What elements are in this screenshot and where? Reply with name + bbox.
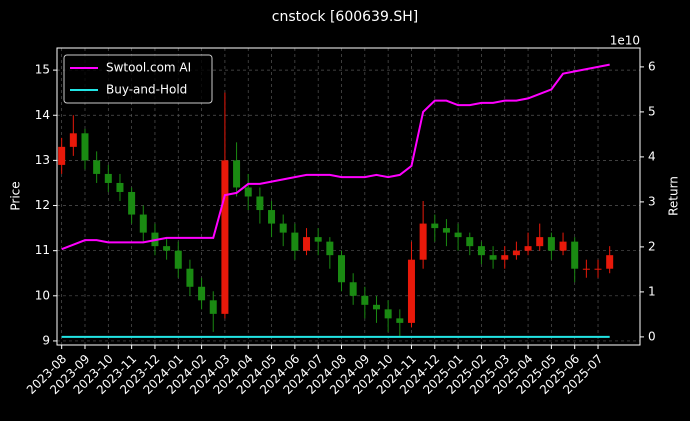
candle-body xyxy=(139,214,147,233)
candle-body xyxy=(431,223,439,229)
candle-body xyxy=(547,237,555,251)
candle-body xyxy=(384,309,392,319)
candle-body xyxy=(174,250,182,269)
y2-tick-label: 0 xyxy=(648,329,656,343)
candle-body xyxy=(559,241,567,251)
candle-body xyxy=(69,133,77,147)
candle-body xyxy=(477,246,485,256)
candle-body xyxy=(524,246,532,251)
y2-tick-label: 3 xyxy=(648,194,656,208)
y-tick-label: 10 xyxy=(35,288,50,302)
legend-box xyxy=(63,54,213,104)
y2-tick-label: 1 xyxy=(648,284,656,298)
candle-body xyxy=(571,241,579,269)
candle-body xyxy=(221,160,229,314)
plot-frame xyxy=(56,47,641,346)
y-tick-label: 14 xyxy=(35,108,50,122)
candle-body xyxy=(163,246,171,251)
y2-tick-label: 6 xyxy=(648,59,656,73)
candle-body xyxy=(268,210,276,224)
candle-body xyxy=(606,255,614,269)
candle-body xyxy=(303,237,311,251)
candle-body xyxy=(291,232,299,251)
legend-label: Swtool.com AI xyxy=(106,61,191,75)
y-tick-label: 15 xyxy=(35,63,50,77)
candle-body xyxy=(314,237,322,242)
candle-body xyxy=(209,300,217,314)
y2-tick-label: 4 xyxy=(648,149,656,163)
candle-body xyxy=(104,173,112,183)
candle-body xyxy=(594,268,602,270)
y2-offset-label: 1e10 xyxy=(610,34,640,48)
candle-body xyxy=(93,160,101,174)
candle-body xyxy=(466,237,474,247)
candle-body xyxy=(349,282,357,296)
candle-body xyxy=(116,182,124,192)
candle-body xyxy=(186,268,194,287)
candle-body xyxy=(536,237,544,247)
candle-body xyxy=(489,255,497,260)
candle-body xyxy=(198,286,206,301)
y-tick-label: 12 xyxy=(35,198,50,212)
candle-body xyxy=(419,223,427,260)
candle-body xyxy=(582,268,590,270)
candle-body xyxy=(244,187,252,197)
candle-body xyxy=(501,255,509,260)
candle-body xyxy=(128,191,136,215)
y2-tick-label: 2 xyxy=(648,239,656,253)
y-tick-label: 9 xyxy=(42,333,50,347)
candle-body xyxy=(256,196,264,211)
candle-body xyxy=(396,318,404,323)
y-axis-label: Price xyxy=(9,181,23,210)
candle-body xyxy=(81,133,89,161)
candle-body xyxy=(279,223,287,233)
legend-label: Buy-and-Hold xyxy=(106,83,187,97)
candle-body xyxy=(326,241,334,256)
candle-body xyxy=(58,146,66,165)
y-tick-label: 11 xyxy=(35,243,50,257)
candle-body xyxy=(407,259,415,323)
candle-body xyxy=(454,232,462,238)
y-tick-label: 13 xyxy=(35,153,50,167)
y2-tick-label: 5 xyxy=(648,104,656,118)
candle-body xyxy=(512,250,520,256)
candle-body xyxy=(442,228,450,233)
candle-body xyxy=(361,295,369,305)
candle-body xyxy=(233,160,241,188)
candle-body xyxy=(338,255,346,283)
chart-title: cnstock [600639.SH] xyxy=(272,9,418,25)
candle-body xyxy=(372,304,380,310)
y2-axis-label: Return xyxy=(667,176,681,216)
series-line xyxy=(61,63,610,251)
